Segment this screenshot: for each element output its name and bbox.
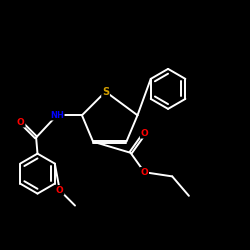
Text: O: O	[140, 129, 148, 138]
Text: O: O	[56, 186, 64, 195]
Text: S: S	[102, 87, 109, 97]
Text: O: O	[140, 168, 148, 177]
Text: NH: NH	[50, 111, 64, 120]
Text: O: O	[17, 118, 25, 127]
